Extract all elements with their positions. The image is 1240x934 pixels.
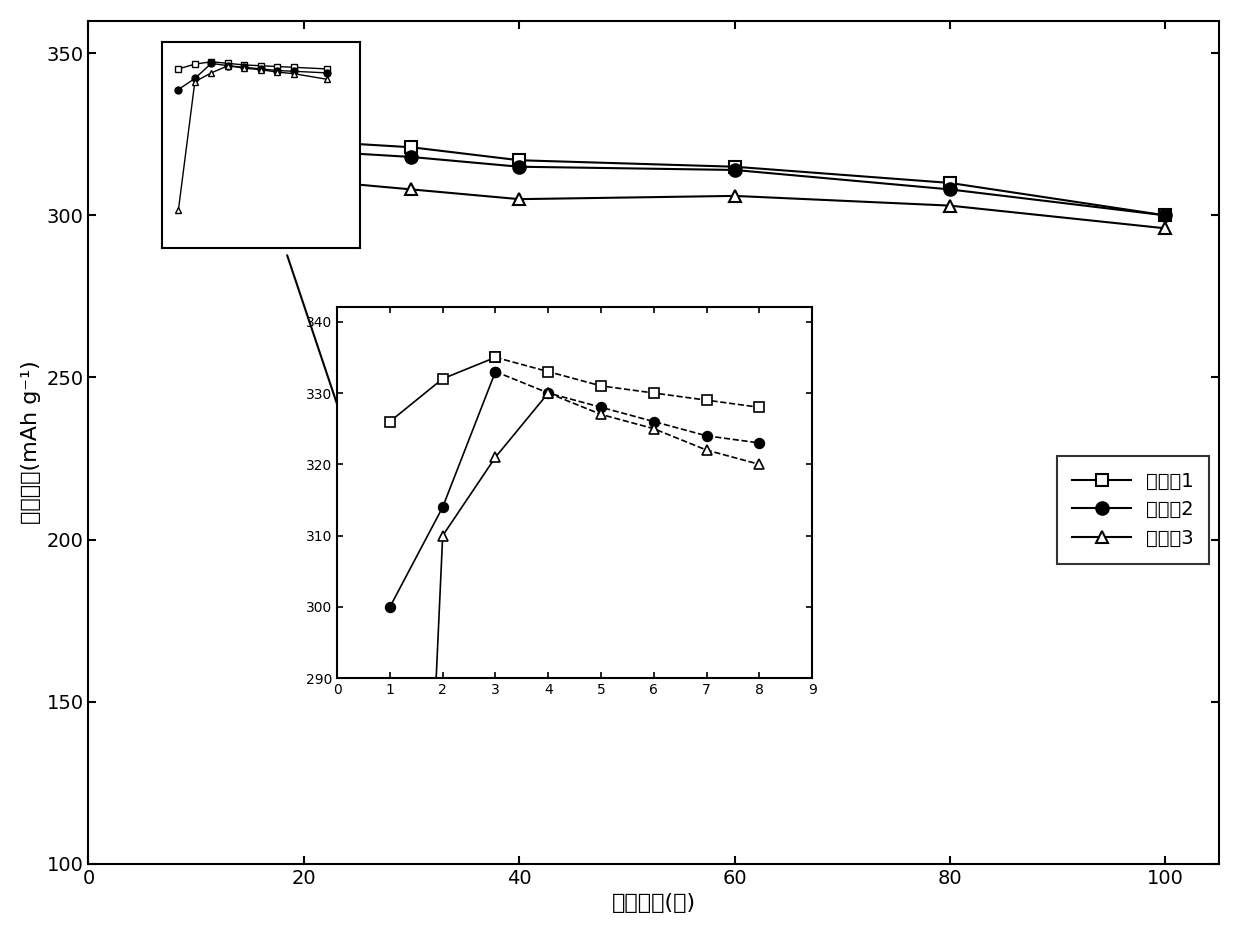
Line: 实施例1: 实施例1 [190, 125, 1172, 221]
实施例1 [512, 155, 527, 166]
实施例2 [1158, 210, 1173, 221]
Line: 实施例3: 实施例3 [190, 167, 1172, 234]
实施例1 [188, 125, 203, 136]
实施例2 [727, 164, 742, 176]
实施例1 [404, 142, 419, 153]
实施例2 [942, 184, 957, 195]
Line: 实施例2: 实施例2 [190, 141, 1172, 221]
X-axis label: 循环圈数(周): 循环圈数(周) [611, 893, 696, 913]
实施例2 [188, 142, 203, 153]
实施例1 [1158, 210, 1173, 221]
实施例2 [512, 162, 527, 173]
Legend: 实施例1, 实施例2, 实施例3: 实施例1, 实施例2, 实施例3 [1056, 456, 1209, 563]
实施例3 [512, 193, 527, 205]
实施例3 [727, 191, 742, 202]
实施例2 [296, 145, 311, 156]
实施例1 [942, 177, 957, 189]
实施例1 [296, 135, 311, 147]
实施例3 [188, 167, 203, 178]
实施例3 [404, 184, 419, 195]
实施例2 [404, 151, 419, 163]
实施例3 [942, 200, 957, 211]
Y-axis label: 放电容量(mAh g⁻¹): 放电容量(mAh g⁻¹) [21, 361, 41, 524]
实施例3 [1158, 222, 1173, 234]
实施例1 [727, 162, 742, 173]
实施例3 [296, 174, 311, 185]
